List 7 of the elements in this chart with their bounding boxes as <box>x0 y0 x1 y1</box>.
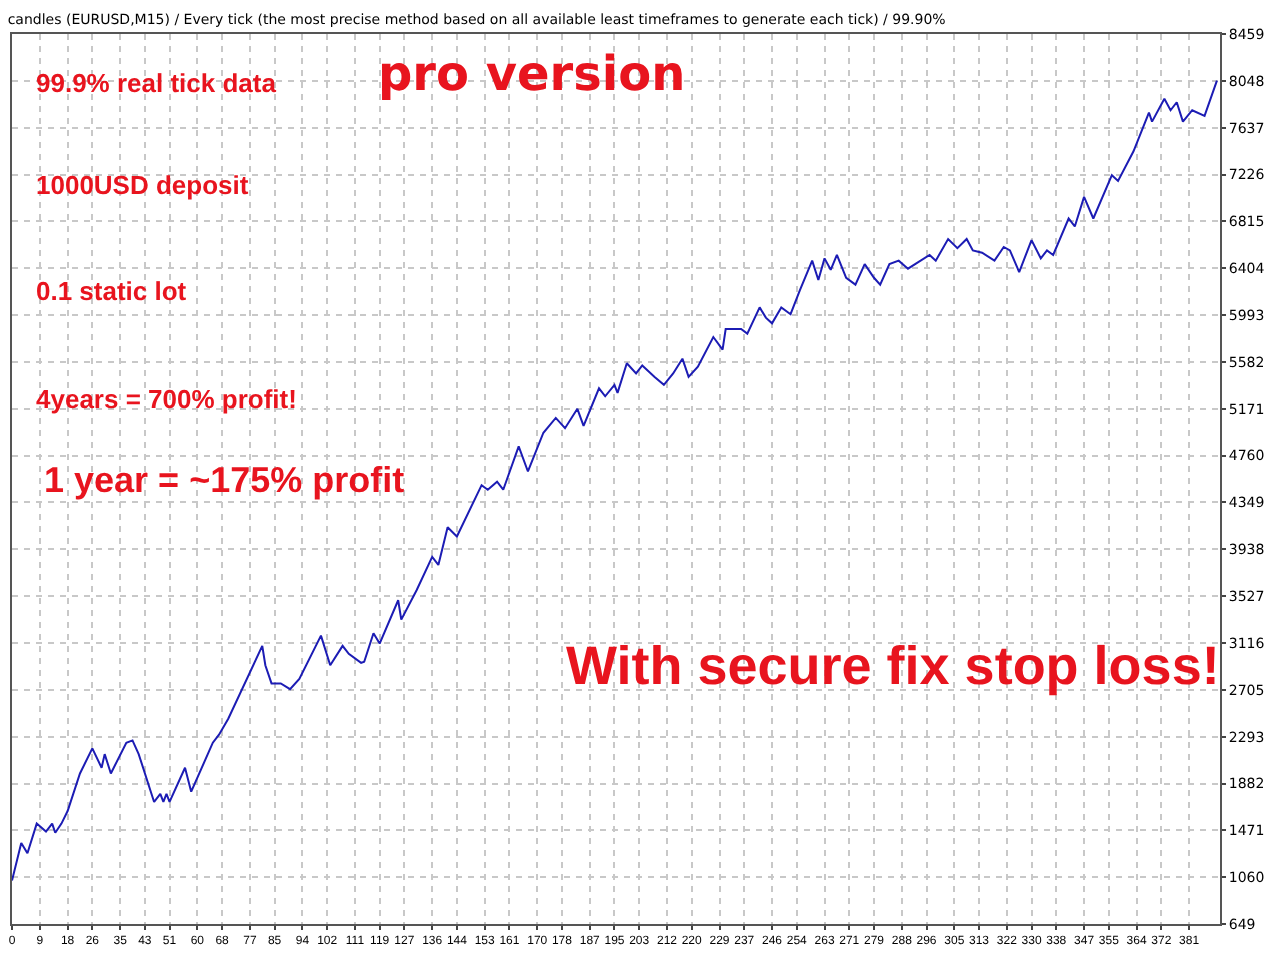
annotation: 99.9% real tick data <box>36 68 278 98</box>
annotation: 1000USD deposit <box>36 170 250 200</box>
annotation: 0.1 static lot <box>36 276 188 306</box>
annotation: 1 year = ~175% profit <box>44 460 405 500</box>
annotation: With secure fix stop loss! <box>566 636 1220 696</box>
annotation: pro version <box>378 46 686 102</box>
annotation: 4years = 700% profit! <box>36 384 297 414</box>
